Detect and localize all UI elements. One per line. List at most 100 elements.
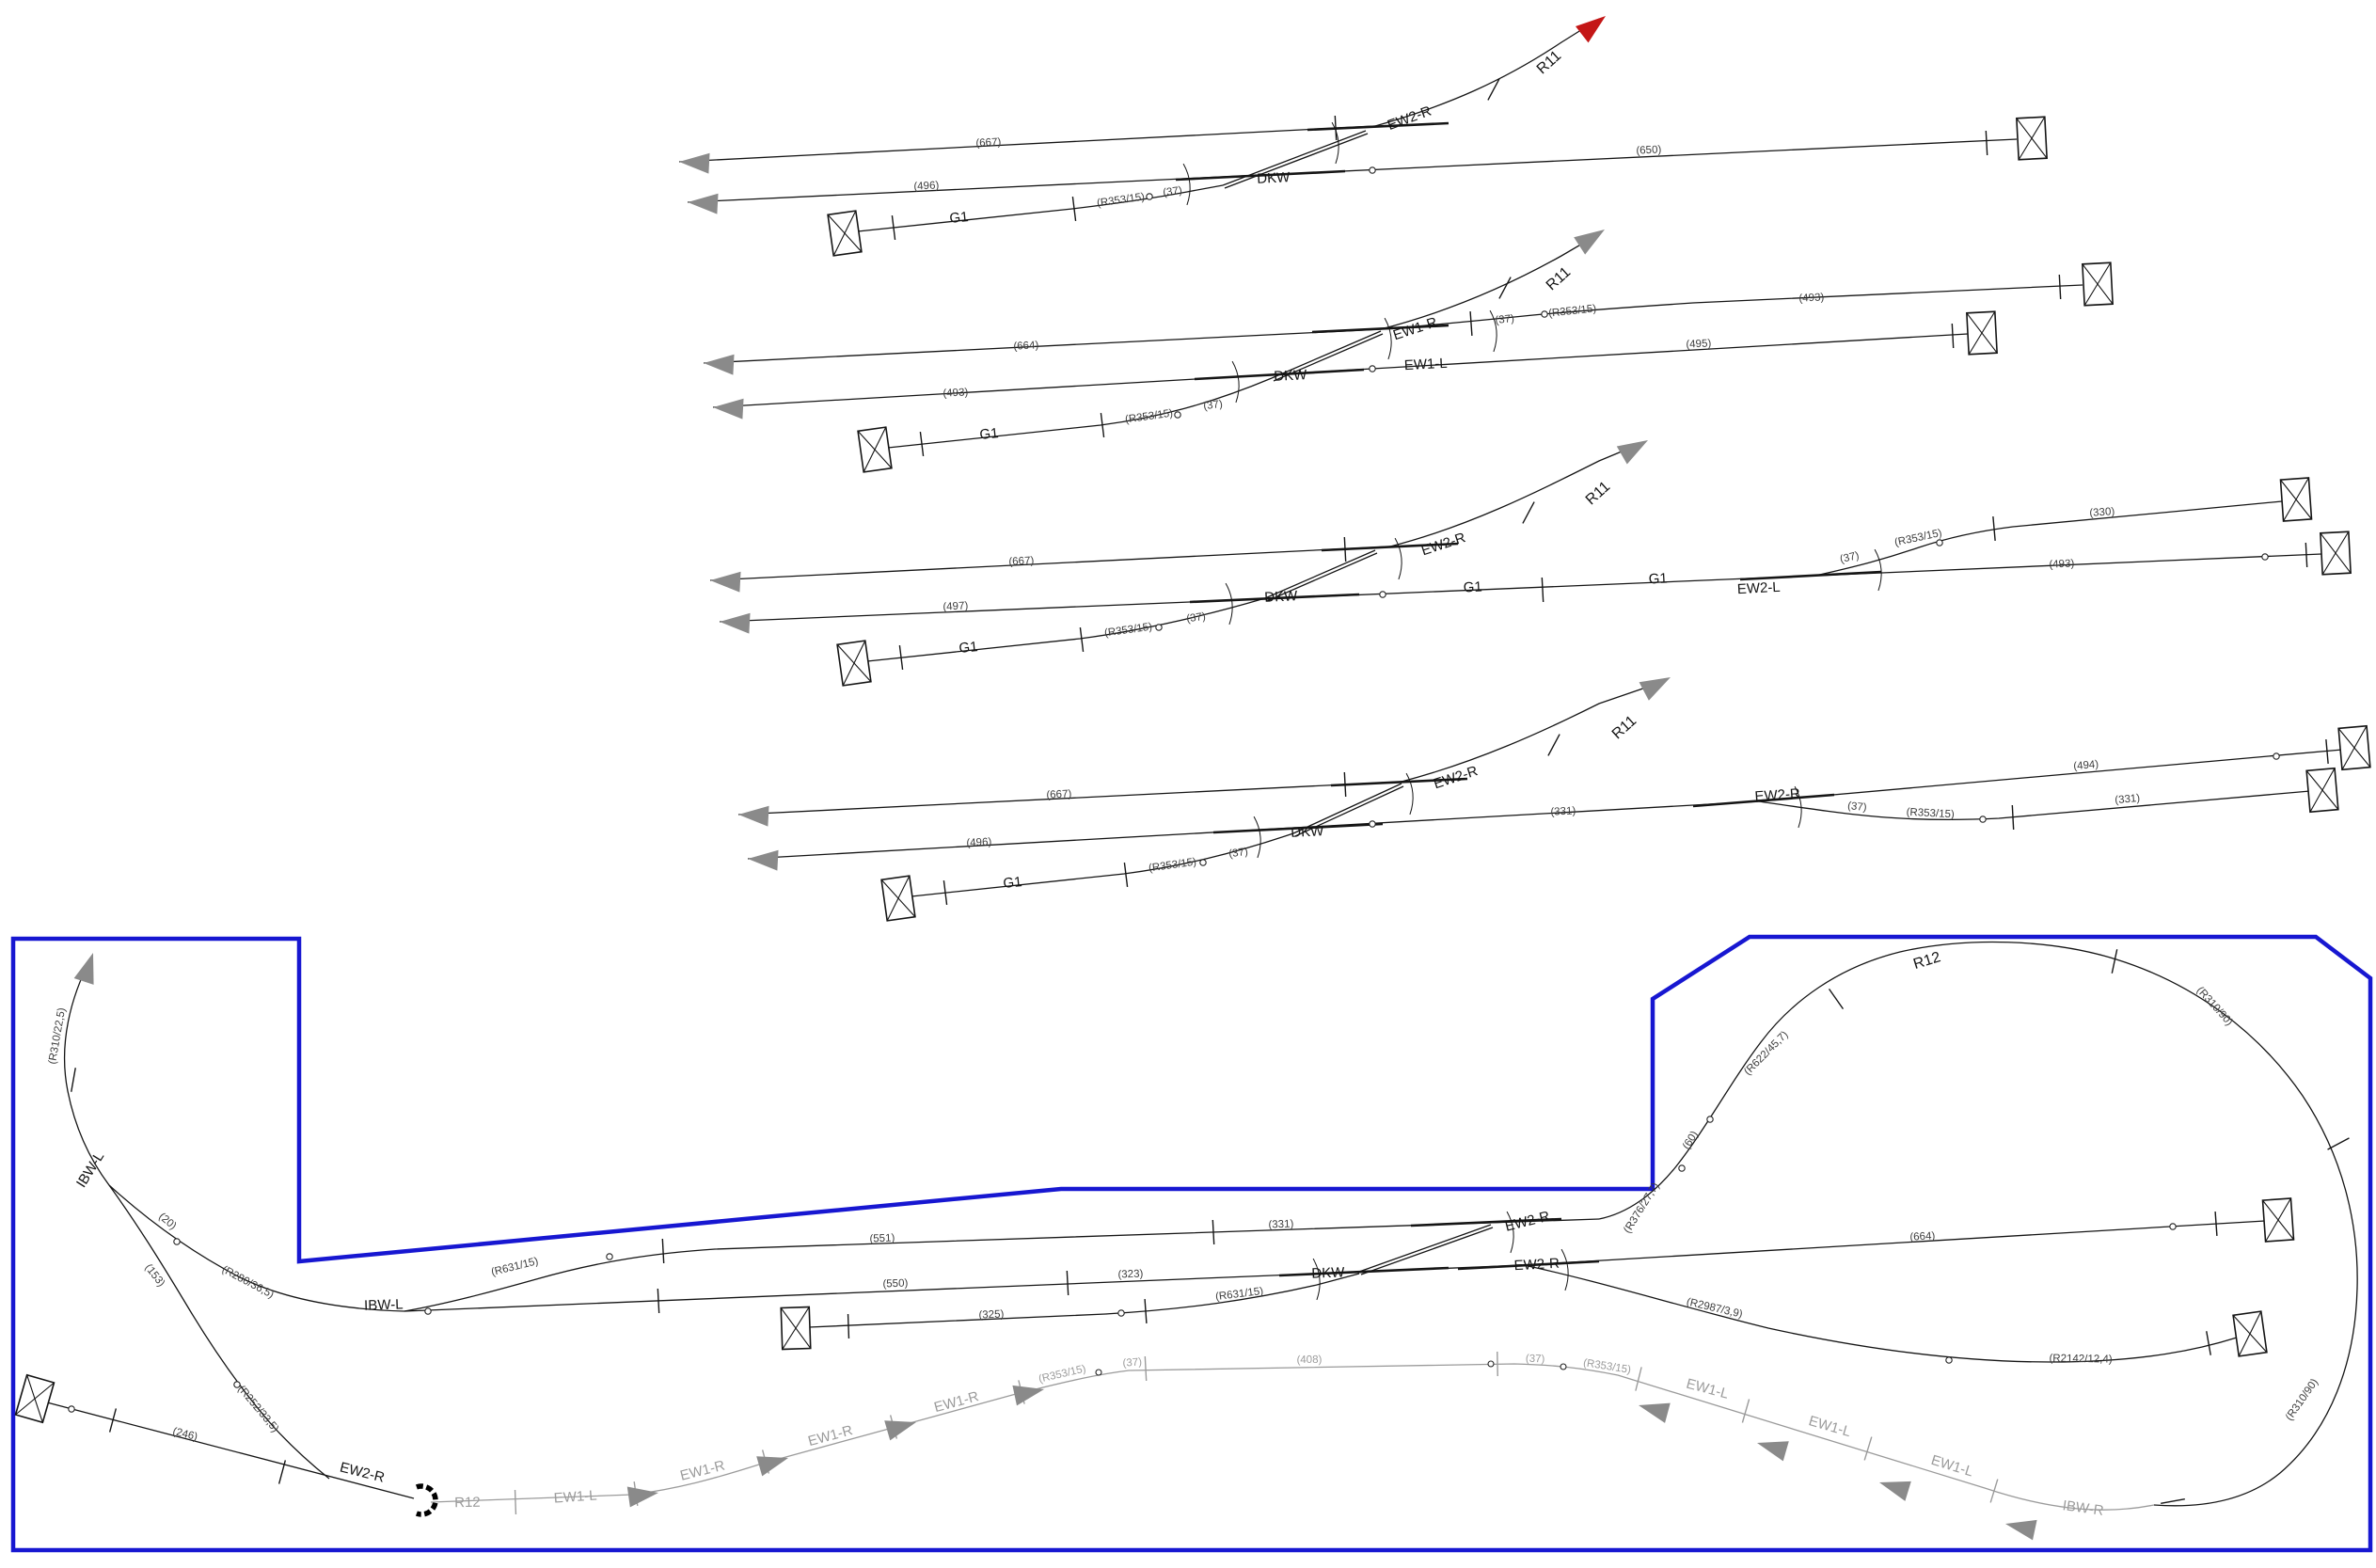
track-length-label: (60) [1681, 1129, 1701, 1151]
track-crossover[interactable] [1224, 133, 1369, 189]
turnout-limit-mark [1253, 816, 1263, 859]
track-branch-downright[interactable] [1758, 790, 2311, 821]
track-r11-curve[interactable] [1401, 680, 1666, 783]
track-lower-right[interactable] [1814, 553, 2322, 577]
buffer-stop[interactable] [2337, 724, 2371, 771]
buffer-stop[interactable] [2305, 767, 2339, 814]
track-r11-curve[interactable] [1389, 441, 1645, 547]
buffer-stop[interactable] [857, 426, 893, 473]
turnout-body[interactable] [1311, 324, 1449, 334]
buffer-stop[interactable] [780, 1306, 812, 1351]
buffer-stop[interactable] [2320, 531, 2352, 576]
turnout-body[interactable] [1739, 570, 1882, 581]
turnout-body[interactable] [1189, 593, 1360, 604]
track-radius-label: (R2987/3,9) [1686, 1296, 1744, 1320]
buffer-stop[interactable] [2279, 477, 2313, 522]
track-entry-curve[interactable] [63, 957, 110, 1186]
turnout-label-ew2r: EW2-R [1503, 1209, 1551, 1235]
turnout-label-dkw: DKW [1274, 367, 1308, 385]
track-crossover[interactable] [1360, 1227, 1494, 1275]
track-siding-stub[interactable] [857, 184, 1224, 232]
track-r11-curve[interactable] [1374, 18, 1600, 127]
track-yard-upper[interactable] [404, 1218, 1600, 1312]
turnout-body[interactable] [1410, 1217, 1562, 1227]
track-crossover[interactable] [1292, 783, 1402, 834]
turnout-body[interactable] [1321, 542, 1459, 552]
joint-tick [2058, 274, 2062, 300]
buffer-stop[interactable] [2016, 116, 2048, 161]
track-main-upper[interactable] [703, 328, 1382, 364]
buffer-stop[interactable] [2232, 1310, 2268, 1357]
track-crossover[interactable] [1358, 1224, 1492, 1273]
direction-arrow [703, 353, 735, 375]
rail-joint [173, 1238, 181, 1245]
track-planned[interactable] [430, 1363, 2155, 1511]
track-siding-stub[interactable] [887, 377, 1273, 449]
rail-joint [1117, 1309, 1125, 1317]
turnout-body[interactable] [1330, 777, 1468, 787]
turnout-label-ew1r: EW1-R [1391, 314, 1439, 343]
track-main-lower[interactable] [687, 138, 2018, 203]
direction-arrow [2003, 1513, 2037, 1541]
track-upper-right[interactable] [1758, 749, 2343, 802]
curve-label-r11: R11 [1609, 713, 1639, 743]
track-yard-stub325[interactable] [808, 1273, 1360, 1328]
direction-arrow [712, 397, 744, 420]
turnout-body[interactable] [1212, 822, 1384, 834]
track-stub[interactable] [46, 1402, 415, 1499]
track-crossover[interactable] [1264, 549, 1376, 599]
buffer-stop[interactable] [1966, 310, 1998, 356]
buffer-stop[interactable] [836, 640, 872, 687]
turnout-body[interactable] [1175, 169, 1346, 182]
track-crossover[interactable] [1271, 330, 1382, 379]
buffer-stop[interactable] [827, 210, 863, 257]
joint-tick [1343, 536, 1347, 562]
rail-joint [1155, 624, 1163, 631]
buffer-stop[interactable] [2082, 261, 2114, 307]
turnout-label-dkw: DKW [1264, 588, 1299, 606]
rail-joint [68, 1405, 75, 1413]
joint-tick [1547, 733, 1560, 757]
buffer-stop[interactable] [2261, 1197, 2295, 1243]
track-harbor-branch[interactable] [1523, 1264, 2238, 1363]
track-length-label: (667) [975, 136, 1002, 149]
track-radius-label: (R631/15) [490, 1256, 540, 1278]
turnout-label-ew2r: EW2-R [339, 1460, 387, 1486]
track-664[interactable] [1523, 1220, 2266, 1266]
buffer-stop[interactable] [880, 875, 916, 922]
track-branch-right[interactable] [108, 1184, 405, 1312]
joint-tick [1985, 130, 1988, 156]
turnout-body[interactable] [1194, 368, 1365, 381]
track-length-label: (331) [1550, 805, 1576, 817]
turnout-body[interactable] [1692, 793, 1835, 808]
track-r12-loop[interactable] [1598, 941, 2358, 1507]
joint-tick [1992, 515, 1996, 542]
track-main-upper[interactable] [737, 781, 1402, 816]
track-siding-stub[interactable] [866, 597, 1266, 662]
track-r11-curve[interactable] [1380, 232, 1601, 330]
track-radius-label: (R280/36,5) [220, 1264, 276, 1301]
rail-joint [1541, 310, 1548, 318]
joint-tick [2111, 948, 2118, 974]
turnout-body[interactable] [1307, 121, 1449, 132]
track-branch-upright[interactable] [1814, 500, 2283, 577]
turnout-body[interactable] [1278, 1266, 1449, 1277]
track-main-upper[interactable] [678, 125, 1376, 163]
track-length-label: (330) [2089, 506, 2115, 519]
rail-joint [1174, 411, 1181, 419]
track-length-label: (331) [1268, 1219, 1293, 1231]
rail-joint [1706, 1116, 1714, 1123]
track-name-label: G1 [958, 639, 979, 657]
track-length-label: (650) [1636, 144, 1662, 156]
turnout-limit-mark [1874, 548, 1884, 592]
track-crossover[interactable] [1266, 552, 1378, 602]
turnout-limit-mark [1182, 163, 1193, 206]
tunnel-portal-icon[interactable] [415, 1483, 438, 1517]
track-length-label: (37) [1228, 847, 1249, 861]
buffer-stop[interactable] [14, 1373, 55, 1424]
track-main-upper[interactable] [709, 546, 1391, 581]
track-name-label: G1 [1003, 874, 1023, 892]
track-branch-down[interactable] [108, 1184, 330, 1480]
rail-joint [1146, 193, 1153, 200]
